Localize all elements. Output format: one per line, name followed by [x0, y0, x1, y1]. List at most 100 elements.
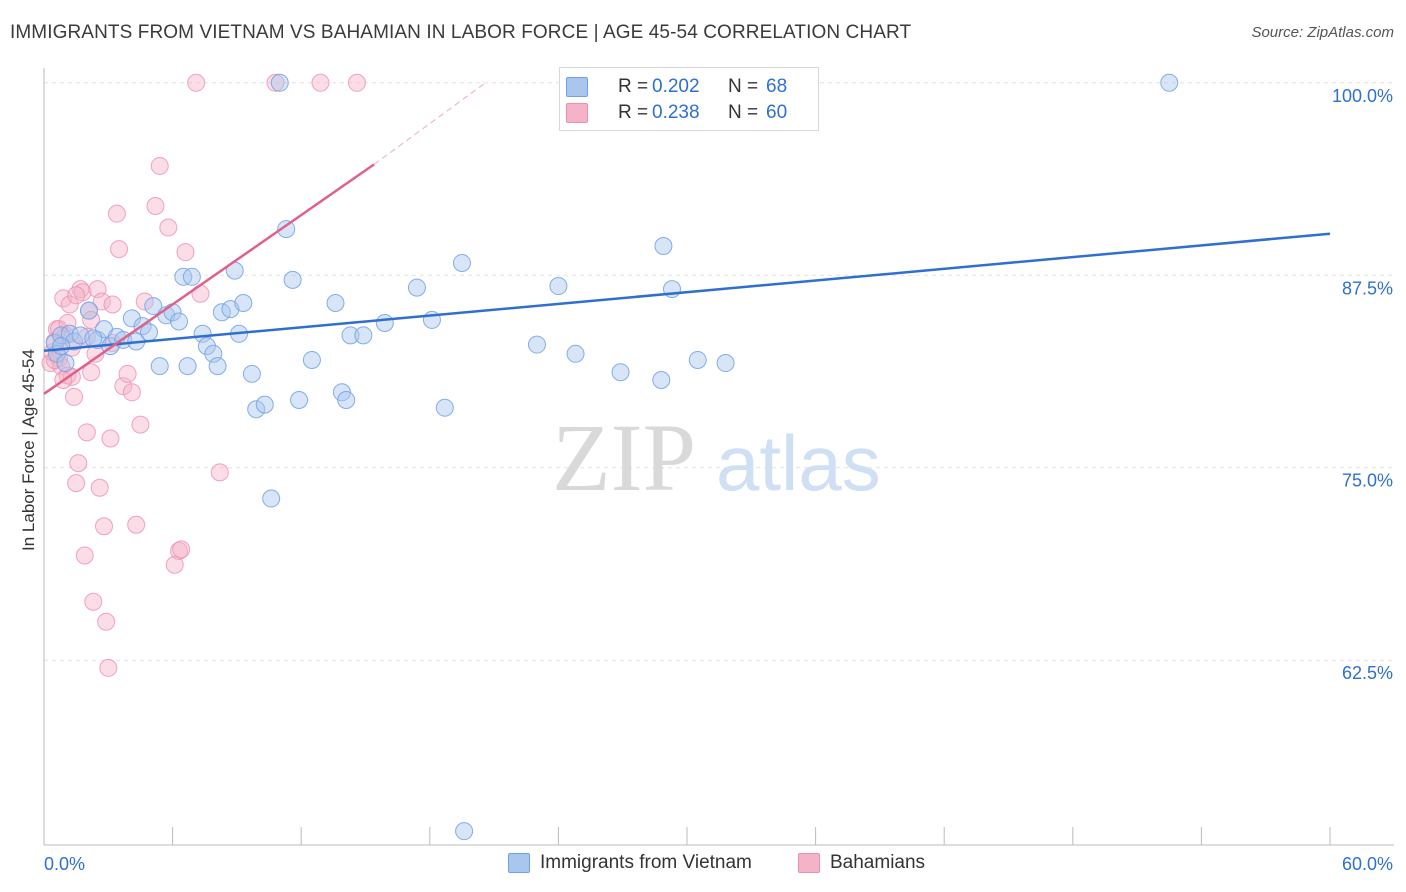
data-point-bahamians	[150, 156, 169, 175]
data-point-bahamians	[99, 658, 118, 677]
data-point-vietnam	[52, 337, 71, 356]
data-point-bahamians	[60, 295, 79, 314]
data-point-vietnam	[452, 253, 471, 272]
data-point-vietnam	[283, 270, 302, 289]
data-point-vietnam	[611, 363, 630, 382]
data-point-bahamians	[75, 546, 94, 565]
legend-r-label: R =	[618, 76, 649, 97]
data-point-bahamians	[266, 73, 285, 92]
data-point-bahamians	[67, 286, 86, 305]
series-bahamians	[41, 73, 366, 677]
data-point-bahamians	[210, 463, 229, 482]
data-point-bahamians	[176, 243, 195, 262]
data-point-bahamians	[107, 204, 126, 223]
data-point-vietnam	[255, 395, 274, 414]
data-point-vietnam	[302, 350, 321, 369]
data-point-bahamians	[347, 73, 366, 92]
data-point-bahamians	[187, 73, 206, 92]
data-point-bahamians	[77, 423, 96, 442]
data-point-bahamians	[84, 592, 103, 611]
data-point-vietnam	[290, 390, 309, 409]
data-point-bahamians	[127, 515, 146, 534]
watermark-zip: ZIP	[552, 404, 696, 511]
legend-item-vietnam[interactable]: Immigrants from Vietnam	[508, 852, 752, 874]
watermark: ZIP atlas	[552, 404, 881, 511]
data-point-vietnam	[654, 237, 673, 256]
legend-n-label: N =	[728, 76, 759, 97]
data-point-vietnam	[277, 220, 296, 239]
data-point-vietnam	[716, 354, 735, 373]
data-point-vietnam	[354, 326, 373, 345]
legend-label-bahamians: Bahamians	[830, 852, 926, 873]
data-point-bahamians	[97, 612, 116, 631]
data-point-vietnam	[375, 314, 394, 333]
data-point-vietnam	[527, 335, 546, 354]
data-point-vietnam	[80, 301, 99, 320]
data-point-bahamians	[69, 454, 88, 473]
data-point-vietnam	[549, 277, 568, 296]
watermark-atlas: atlas	[716, 419, 881, 507]
stats-legend: R = 0.202 N = 68 R = 0.238 N = 60	[559, 67, 819, 131]
y-tick-label: 75.0%	[1342, 471, 1393, 491]
data-point-vietnam	[326, 293, 345, 312]
data-point-vietnam	[197, 337, 216, 356]
data-point-vietnam	[56, 354, 75, 373]
data-point-vietnam	[242, 364, 261, 383]
data-point-bahamians	[82, 363, 101, 382]
data-point-vietnam	[652, 370, 671, 389]
legend-swatch-bahamians	[566, 103, 588, 123]
data-point-vietnam	[688, 350, 707, 369]
legend-n-value-bahamians: 60	[766, 102, 788, 123]
data-point-bahamians	[101, 429, 120, 448]
data-point-bahamians	[311, 73, 330, 92]
trend-line-vietnam	[43, 232, 1331, 352]
data-point-vietnam	[150, 357, 169, 376]
data-point-bahamians	[159, 218, 178, 237]
data-point-vietnam	[234, 293, 253, 312]
data-point-vietnam	[435, 398, 454, 417]
y-tick-label: 100.0%	[1332, 86, 1393, 106]
trend-line-bahamians	[43, 163, 375, 395]
x-tick-label: 60.0%	[1342, 854, 1393, 874]
data-point-vietnam	[208, 357, 227, 376]
x-tick-label: 0.0%	[44, 854, 85, 874]
legend-r-label: R =	[618, 102, 649, 123]
data-point-vietnam	[407, 278, 426, 297]
trend-lines	[43, 82, 1331, 395]
axes	[43, 68, 1394, 846]
data-point-vietnam	[566, 344, 585, 363]
data-point-bahamians	[135, 292, 154, 311]
data-point-bahamians	[122, 383, 141, 402]
legend-row-vietnam: R = 0.202 N = 68	[566, 74, 787, 100]
data-point-bahamians	[103, 295, 122, 314]
data-point-bahamians	[67, 474, 86, 493]
legend-r-value-vietnam: 0.202	[652, 76, 700, 97]
legend-swatch-vietnam	[508, 853, 530, 873]
data-point-vietnam	[341, 326, 360, 345]
legend-swatch-vietnam	[566, 77, 588, 97]
y-tick-labels: 62.5% 75.0% 87.5% 100.0%	[1332, 86, 1393, 683]
x-tick-labels: 0.0% 60.0%	[44, 854, 1393, 874]
data-point-bahamians	[95, 517, 114, 536]
data-point-vietnam	[337, 390, 356, 409]
data-point-bahamians	[65, 387, 84, 406]
legend-item-bahamians[interactable]: Bahamians	[798, 852, 925, 874]
legend-swatch-bahamians	[798, 853, 820, 873]
trend-line-bahamians-extension	[373, 82, 486, 165]
data-point-bahamians	[118, 364, 137, 383]
data-point-vietnam	[1160, 73, 1179, 92]
data-point-vietnam	[170, 312, 189, 331]
source-credit: Source: ZipAtlas.com	[1251, 24, 1394, 41]
data-point-vietnam	[182, 267, 201, 286]
data-point-bahamians	[90, 478, 109, 497]
data-point-vietnam	[262, 489, 281, 508]
legend-n-label: N =	[728, 102, 759, 123]
data-point-bahamians	[110, 240, 129, 259]
data-point-vietnam	[178, 357, 197, 376]
data-point-vietnam	[144, 297, 163, 316]
data-point-vietnam	[84, 329, 103, 348]
y-axis-label: In Labor Force | Age 45-54	[19, 349, 38, 551]
y-axis-label-wrap: In Labor Force | Age 45-54	[14, 300, 44, 600]
chart-title: IMMIGRANTS FROM VIETNAM VS BAHAMIAN IN L…	[10, 22, 912, 43]
